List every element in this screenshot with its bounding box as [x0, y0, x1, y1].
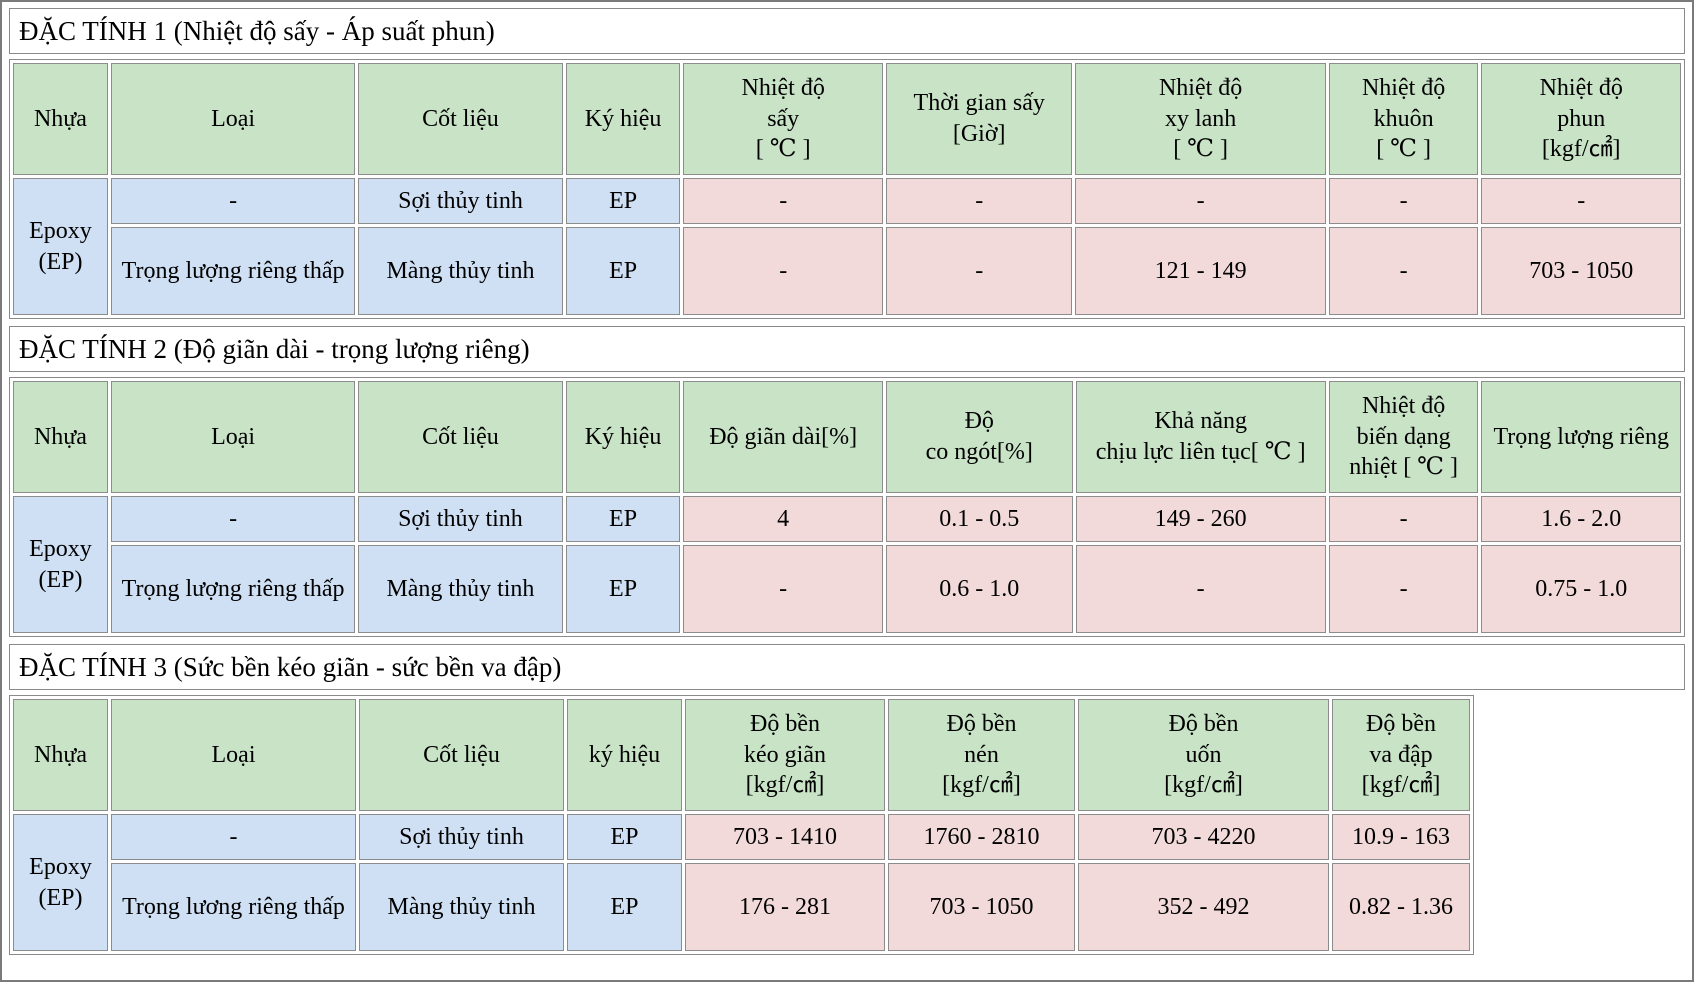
section-3-title: ĐẶC TÍNH 3 (Sức bền kéo giãn - sức bền v… [9, 644, 1685, 690]
value-cell: - [1328, 545, 1479, 633]
reinforcement-cell: Màng thủy tinh [358, 545, 563, 633]
property-table-1: Nhựa Loại Cốt liệu Ký hiệu Nhiệt độ sấy … [9, 59, 1685, 319]
header-do-ben-nen: Độ bền nén [kgf/㎠] [888, 699, 1075, 811]
reinforcement-cell: Sợi thủy tinh [358, 178, 563, 224]
value-cell: - [1481, 178, 1681, 224]
value-cell: 10.9 - 163 [1332, 814, 1470, 860]
symbol-cell: EP [565, 178, 681, 224]
value-cell: 1.6 - 2.0 [1481, 496, 1681, 542]
table-row: Trọng lương riêng thấp Màng thủy tinh EP… [13, 863, 1470, 951]
header-nhua: Nhựa [13, 381, 108, 493]
type-cell: Trọng lượng riêng thấp [110, 227, 356, 315]
header-cot-lieu: Cốt liệu [358, 63, 563, 175]
reinforcement-cell: Sợi thủy tinh [358, 496, 563, 542]
header-nhua: Nhựa [13, 699, 108, 811]
table-row: Trọng lượng riêng thấp Màng thủy tinh EP… [13, 545, 1681, 633]
header-loai: Loại [110, 63, 356, 175]
section-dac-tinh-2: ĐẶC TÍNH 2 (Độ giãn dài - trọng lượng ri… [9, 326, 1685, 637]
value-cell: 703 - 4220 [1078, 814, 1329, 860]
header-loai: Loại [111, 699, 356, 811]
table-1-header-row: Nhựa Loại Cốt liệu Ký hiệu Nhiệt độ sấy … [13, 63, 1681, 175]
header-do-ben-keo-gian: Độ bền kéo giãn [kgf/㎠] [685, 699, 885, 811]
value-cell: 703 - 1410 [685, 814, 885, 860]
type-cell: Trọng lượng riêng thấp [110, 545, 356, 633]
value-cell: - [1328, 496, 1479, 542]
symbol-cell: EP [565, 496, 681, 542]
table-row: Trọng lượng riêng thấp Màng thủy tinh EP… [13, 227, 1681, 315]
symbol-cell: EP [567, 814, 682, 860]
header-kha-nang-chiu-luc: Khả năng chịu lực liên tục[ ℃ ] [1075, 381, 1326, 493]
header-do-ben-va-dap: Độ bền va đập [kgf/㎠] [1332, 699, 1470, 811]
value-cell: 0.6 - 1.0 [885, 545, 1073, 633]
value-cell: 352 - 492 [1078, 863, 1329, 951]
header-cot-lieu: Cốt liệu [359, 699, 564, 811]
value-cell: - [1075, 545, 1326, 633]
value-cell: 0.75 - 1.0 [1481, 545, 1681, 633]
property-table-3: Nhựa Loại Cốt liệu ký hiệu Độ bền kéo gi… [9, 695, 1474, 955]
value-cell: 121 - 149 [1075, 227, 1326, 315]
section-1-title: ĐẶC TÍNH 1 (Nhiệt độ sấy - Áp suất phun) [9, 8, 1685, 54]
type-cell: - [110, 178, 356, 224]
header-nhiet-do-khuon: Nhiệt độ khuôn [ ℃ ] [1328, 63, 1479, 175]
header-cot-lieu: Cốt liệu [358, 381, 563, 493]
header-do-gian-dai: Độ giãn dài[%] [683, 381, 883, 493]
reinforcement-cell: Màng thủy tinh [359, 863, 564, 951]
value-cell: 703 - 1050 [888, 863, 1075, 951]
value-cell: - [683, 545, 883, 633]
header-nhiet-do-say: Nhiệt độ sấy [ ℃ ] [683, 63, 883, 175]
value-cell: 149 - 260 [1075, 496, 1326, 542]
value-cell: - [1328, 178, 1479, 224]
value-cell: 1760 - 2810 [888, 814, 1075, 860]
header-nhiet-do-xy-lanh: Nhiệt độ xy lanh [ ℃ ] [1075, 63, 1326, 175]
header-loai: Loại [110, 381, 356, 493]
property-table-2: Nhựa Loại Cốt liệu Ký hiệu Độ giãn dài[%… [9, 377, 1685, 637]
value-cell: 176 - 281 [685, 863, 885, 951]
type-cell: - [110, 496, 356, 542]
header-ky-hieu: Ký hiệu [565, 63, 681, 175]
symbol-cell: EP [567, 863, 682, 951]
table-2-header-row: Nhựa Loại Cốt liệu Ký hiệu Độ giãn dài[%… [13, 381, 1681, 493]
value-cell: 703 - 1050 [1481, 227, 1681, 315]
value-cell: 4 [683, 496, 883, 542]
section-dac-tinh-3: ĐẶC TÍNH 3 (Sức bền kéo giãn - sức bền v… [9, 644, 1685, 955]
value-cell: - [683, 227, 883, 315]
symbol-cell: EP [565, 545, 681, 633]
header-do-ben-uon: Độ bền uốn [kgf/㎠] [1078, 699, 1329, 811]
table-row: Epoxy (EP) - Sợi thủy tinh EP 4 0.1 - 0.… [13, 496, 1681, 633]
resin-cell: Epoxy (EP) [13, 814, 108, 951]
value-cell: 0.82 - 1.36 [1332, 863, 1470, 951]
value-cell: - [683, 178, 883, 224]
value-cell: 0.1 - 0.5 [885, 496, 1073, 542]
value-cell: - [885, 178, 1073, 224]
header-trong-luong-rieng: Trọng lượng riêng [1481, 381, 1681, 493]
section-2-title: ĐẶC TÍNH 2 (Độ giãn dài - trọng lượng ri… [9, 326, 1685, 372]
type-cell: Trọng lương riêng thấp [111, 863, 356, 951]
value-cell: - [1075, 178, 1326, 224]
type-cell: - [111, 814, 356, 860]
resin-cell: Epoxy (EP) [13, 496, 108, 633]
table-row: Epoxy (EP) - Sợi thủy tinh EP - - - - - [13, 178, 1681, 315]
symbol-cell: EP [565, 227, 681, 315]
header-do-co-ngot: Độ co ngót[%] [885, 381, 1073, 493]
header-ky-hieu: Ký hiệu [565, 381, 681, 493]
header-nhiet-do-bien-dang: Nhiệt độ biến dạng nhiệt [ ℃ ] [1328, 381, 1479, 493]
table-3-header-row: Nhựa Loại Cốt liệu ký hiệu Độ bền kéo gi… [13, 699, 1470, 811]
header-ky-hieu: ký hiệu [567, 699, 682, 811]
value-cell: - [1328, 227, 1479, 315]
table-row: Epoxy (EP) - Sợi thủy tinh EP 703 - 1410… [13, 814, 1470, 951]
header-nhiet-do-phun: Nhiệt độ phun [kgf/㎠] [1481, 63, 1681, 175]
section-dac-tinh-1: ĐẶC TÍNH 1 (Nhiệt độ sấy - Áp suất phun)… [9, 8, 1685, 319]
reinforcement-cell: Sợi thủy tinh [359, 814, 564, 860]
reinforcement-cell: Màng thủy tinh [358, 227, 563, 315]
header-nhua: Nhựa [13, 63, 108, 175]
header-thoi-gian-say: Thời gian sấy [Giờ] [885, 63, 1073, 175]
resin-cell: Epoxy (EP) [13, 178, 108, 315]
value-cell: - [885, 227, 1073, 315]
